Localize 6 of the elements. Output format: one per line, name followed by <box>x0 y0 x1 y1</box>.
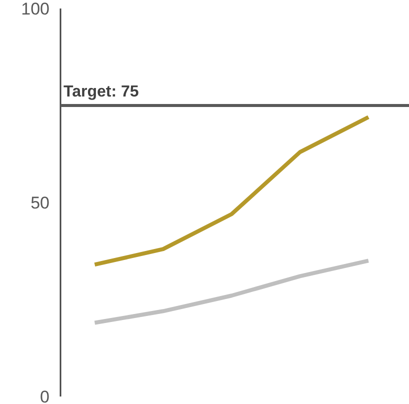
y-tick-label: 0 <box>40 388 50 404</box>
line-series <box>92 258 370 325</box>
ref-line-label: Target: 75 <box>64 84 139 100</box>
y-tick-label: 50 <box>30 194 50 212</box>
line-series <box>92 115 370 267</box>
y-tick-label: 100 <box>21 0 50 18</box>
